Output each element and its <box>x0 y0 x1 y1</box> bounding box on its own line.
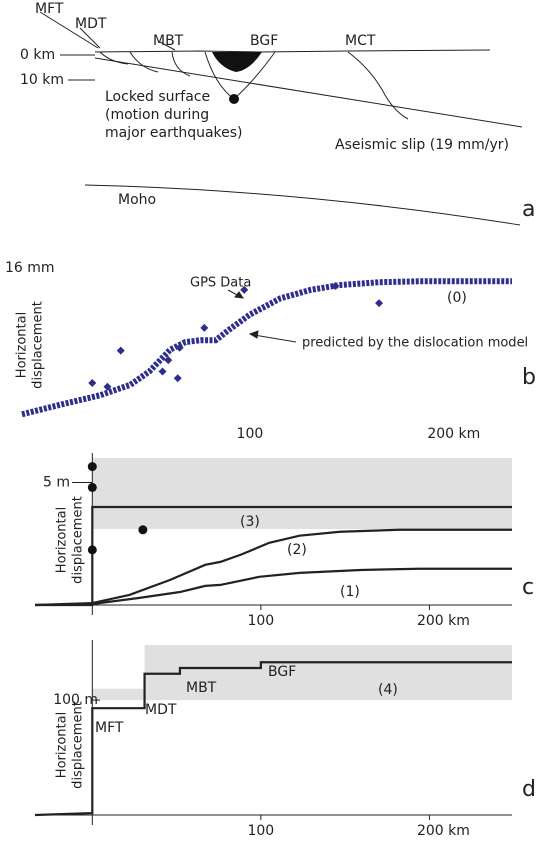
note: major earthquakes) <box>105 125 243 141</box>
annotation: MFT <box>95 720 124 736</box>
klippe <box>212 52 262 72</box>
x-tick-label: 200 km <box>427 426 480 442</box>
data-point <box>87 462 97 472</box>
arrows <box>227 289 297 343</box>
shaded-range <box>144 645 513 701</box>
note: Moho <box>118 192 156 208</box>
panel-label: c <box>522 575 534 600</box>
gps-point <box>173 374 182 383</box>
panel-label: a <box>522 197 535 222</box>
annotation: (3) <box>240 514 260 530</box>
x-tick-label: 100 <box>247 823 274 839</box>
arrow-head <box>248 330 259 339</box>
shaded-range <box>92 688 145 701</box>
y-tick-label: 100 m <box>53 692 98 708</box>
fault-label: BGF <box>250 33 278 49</box>
data-point <box>87 482 97 492</box>
fault-label: MFT <box>35 1 64 17</box>
y-axis-label: displacement <box>71 701 86 789</box>
y-axis-label: Horizontal <box>15 312 30 378</box>
gps-point <box>88 378 97 387</box>
ramp <box>99 51 129 65</box>
annotation: (1) <box>340 584 360 600</box>
series-line <box>34 661 512 817</box>
moho-line <box>84 184 521 226</box>
shaded-range <box>92 458 512 530</box>
panel-label: b <box>522 365 536 390</box>
note: Locked surface <box>105 89 210 105</box>
gps-point <box>175 343 184 352</box>
surface <box>94 49 491 53</box>
gps-point <box>375 299 384 308</box>
series-line <box>34 567 512 607</box>
cross-section <box>39 11 523 226</box>
y-axis-label: Horizontal <box>55 712 70 778</box>
series-line <box>21 278 512 418</box>
arrow <box>253 334 297 343</box>
gps-point <box>331 282 340 291</box>
annotation: MDT <box>145 702 177 718</box>
fault-label: MDT <box>75 16 107 32</box>
decollement <box>94 57 523 128</box>
leader <box>39 11 176 51</box>
y-axis-label: displacement <box>71 496 86 584</box>
note: Aseismic slip (19 mm/yr) <box>335 137 509 153</box>
depth-label: 10 km <box>20 72 64 88</box>
locking-point <box>229 94 239 104</box>
y-tick-label: 5 m <box>43 475 70 491</box>
annotation: (0) <box>447 290 467 306</box>
arrow-head <box>234 291 245 299</box>
annotation: (2) <box>287 542 307 558</box>
y-axis-label: displacement <box>31 301 46 389</box>
ramp <box>129 51 159 73</box>
y-tick-label: 16 mm <box>5 260 55 276</box>
gps-point <box>103 382 112 391</box>
x-tick-label: 100 <box>247 613 274 629</box>
fault-label: MBT <box>153 33 184 49</box>
gps-point <box>240 285 249 294</box>
note: (motion during <box>105 107 209 123</box>
data-point <box>87 545 97 555</box>
ramp <box>171 51 191 77</box>
annotation: MBT <box>186 680 217 696</box>
x-tick-label: 100 <box>237 426 264 442</box>
gps-point <box>200 323 209 332</box>
annotation: BGF <box>268 664 296 680</box>
gps-point <box>116 346 125 355</box>
annotation: GPS Data <box>190 276 251 291</box>
gps-point <box>158 367 167 376</box>
annotation: (4) <box>378 682 398 698</box>
x-tick-label: 200 km <box>417 613 470 629</box>
panel-label: d <box>522 777 536 802</box>
gps-point <box>164 356 173 365</box>
ramp <box>347 51 409 120</box>
data-point <box>138 525 148 535</box>
depth-label: 0 km <box>20 47 55 63</box>
annotation: predicted by the dislocation model <box>302 336 528 351</box>
y-axis-label: Horizontal <box>55 507 70 573</box>
x-tick-label: 200 km <box>417 823 470 839</box>
series-line <box>34 528 512 607</box>
fault-label: MCT <box>345 33 376 49</box>
